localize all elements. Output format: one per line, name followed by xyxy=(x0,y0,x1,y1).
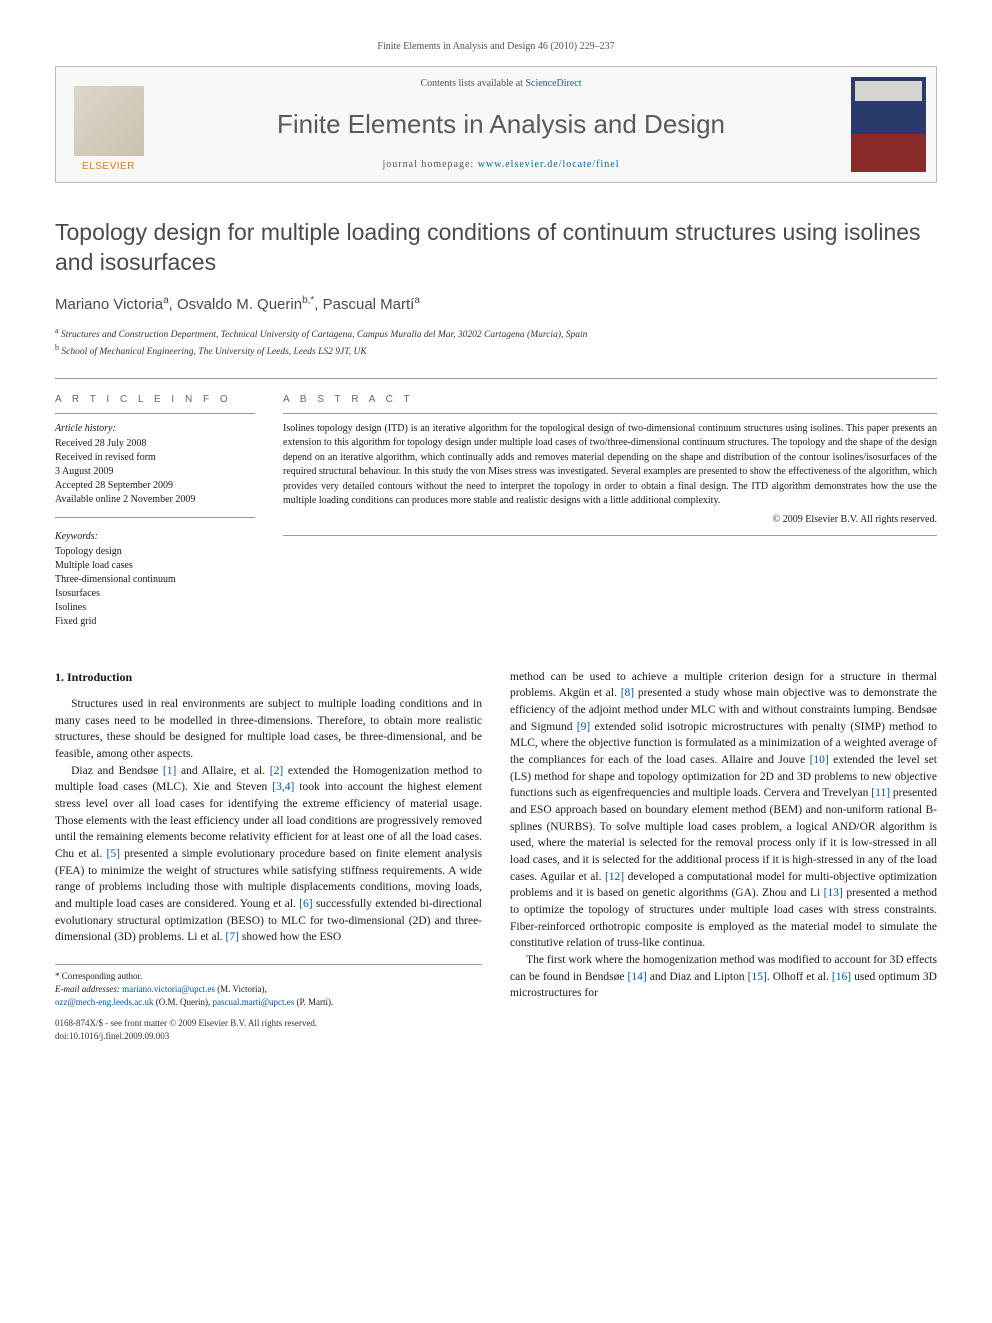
ref-link[interactable]: [16] xyxy=(832,971,851,983)
keyword: Topology design xyxy=(55,545,255,559)
homepage-line: journal homepage: www.elsevier.de/locate… xyxy=(161,158,841,172)
ref-link[interactable]: [1] xyxy=(163,765,176,777)
sciencedirect-link[interactable]: ScienceDirect xyxy=(525,78,581,89)
ref-link[interactable]: [11] xyxy=(871,787,890,799)
footer-meta: 0168-874X/$ - see front matter © 2009 El… xyxy=(55,1017,482,1043)
ref-link[interactable]: [13] xyxy=(824,887,843,899)
journal-title: Finite Elements in Analysis and Design xyxy=(161,106,841,142)
para-text: . Olhoff et al. xyxy=(767,971,832,983)
affiliation-b: b School of Mechanical Engineering, The … xyxy=(55,342,937,359)
journal-cover-icon xyxy=(851,77,926,172)
contents-line: Contents lists available at ScienceDirec… xyxy=(161,77,841,91)
email-who: (M. Victoria), xyxy=(215,984,267,994)
email-link[interactable]: ozz@mech-eng.leeds.ac.uk xyxy=(55,997,154,1007)
keywords-block: Keywords: Topology design Multiple load … xyxy=(55,530,255,629)
corresponding-author-note: * Corresponding author. xyxy=(55,970,482,983)
footnote-block: * Corresponding author. E-mail addresses… xyxy=(55,964,482,1043)
publisher-block: ELSEVIER xyxy=(56,67,161,182)
ref-link[interactable]: [12] xyxy=(605,871,624,883)
cover-thumb-container xyxy=(841,67,936,182)
ref-link[interactable]: [10] xyxy=(810,754,829,766)
paragraph: Structures used in real environments are… xyxy=(55,696,482,763)
section-heading: 1. Introduction xyxy=(55,669,482,686)
history-line: 3 August 2009 xyxy=(55,465,255,479)
affiliation-a: a Structures and Construction Department… xyxy=(55,325,937,342)
history-label: Article history: xyxy=(55,422,255,436)
doi-line: doi:10.1016/j.finel.2009.09.003 xyxy=(55,1030,482,1043)
publisher-label: ELSEVIER xyxy=(82,160,135,174)
ref-link[interactable]: [7] xyxy=(226,931,239,943)
running-head: Finite Elements in Analysis and Design 4… xyxy=(55,40,937,54)
abstract-rule xyxy=(283,535,937,536)
article-info-block: A R T I C L E I N F O Article history: R… xyxy=(55,393,255,629)
history-line: Accepted 28 September 2009 xyxy=(55,479,255,493)
keyword: Multiple load cases xyxy=(55,559,255,573)
article-info-heading: A R T I C L E I N F O xyxy=(55,393,255,414)
ref-link[interactable]: [6] xyxy=(299,898,312,910)
author-list: Mariano Victoriaa, Osvaldo M. Querinb,*,… xyxy=(55,294,937,315)
ref-link[interactable]: [5] xyxy=(106,848,119,860)
abstract-text: Isolines topology design (ITD) is an ite… xyxy=(283,422,937,509)
journal-banner: ELSEVIER Contents lists available at Sci… xyxy=(55,66,937,183)
banner-center: Contents lists available at ScienceDirec… xyxy=(161,67,841,182)
history-line: Available online 2 November 2009 xyxy=(55,493,255,507)
email-who: (O.M. Querin), xyxy=(154,997,213,1007)
front-matter-line: 0168-874X/$ - see front matter © 2009 El… xyxy=(55,1017,482,1030)
keyword: Isosurfaces xyxy=(55,587,255,601)
keyword: Isolines xyxy=(55,601,255,615)
ref-link[interactable]: [14] xyxy=(628,971,647,983)
keyword: Three-dimensional continuum xyxy=(55,573,255,587)
keywords-label: Keywords: xyxy=(55,530,255,544)
ref-link[interactable]: [15] xyxy=(748,971,767,983)
keyword: Fixed grid xyxy=(55,615,255,629)
para-text: showed how the ESO xyxy=(239,931,341,943)
paragraph: Diaz and Bendsøe [1] and Allaire, et al.… xyxy=(55,763,482,946)
history-line: Received in revised form xyxy=(55,451,255,465)
para-text: presented and ESO approach based on boun… xyxy=(510,787,937,882)
affiliation-b-text: School of Mechanical Engineering, The Un… xyxy=(61,347,366,357)
email-who: (P. Martí). xyxy=(294,997,333,1007)
paragraph: The first work where the homogenization … xyxy=(510,952,937,1002)
history-line: Received 28 July 2008 xyxy=(55,437,255,451)
ref-link[interactable]: [8] xyxy=(621,687,634,699)
elsevier-tree-icon xyxy=(74,86,144,156)
email-label: E-mail addresses: xyxy=(55,984,122,994)
contents-prefix: Contents lists available at xyxy=(420,78,525,89)
para-text: and Diaz and Lipton xyxy=(647,971,748,983)
para-text: and Allaire, et al. xyxy=(176,765,269,777)
email-link[interactable]: pascual.marti@upct.es xyxy=(213,997,295,1007)
article-history: Article history: Received 28 July 2008 R… xyxy=(55,422,255,518)
abstract-heading: A B S T R A C T xyxy=(283,393,937,414)
ref-link[interactable]: [2] xyxy=(270,765,283,777)
email-addresses: E-mail addresses: mariano.victoria@upct.… xyxy=(55,983,482,1009)
email-link[interactable]: mariano.victoria@upct.es xyxy=(122,984,215,994)
ref-link[interactable]: [3,4] xyxy=(272,781,294,793)
paragraph: method can be used to achieve a multiple… xyxy=(510,669,937,952)
homepage-link[interactable]: www.elsevier.de/locate/finel xyxy=(478,159,620,170)
homepage-prefix: journal homepage: xyxy=(383,159,478,170)
affiliation-a-text: Structures and Construction Department, … xyxy=(61,330,587,340)
body-text: 1. Introduction Structures used in real … xyxy=(55,669,937,1044)
abstract-block: A B S T R A C T Isolines topology design… xyxy=(283,393,937,629)
affiliations: a Structures and Construction Department… xyxy=(55,325,937,360)
abstract-copyright: © 2009 Elsevier B.V. All rights reserved… xyxy=(283,513,937,527)
para-text: Diaz and Bendsøe xyxy=(71,765,163,777)
article-title: Topology design for multiple loading con… xyxy=(55,218,937,278)
ref-link[interactable]: [9] xyxy=(577,721,590,733)
para-text: Structures used in real environments are… xyxy=(55,698,482,760)
